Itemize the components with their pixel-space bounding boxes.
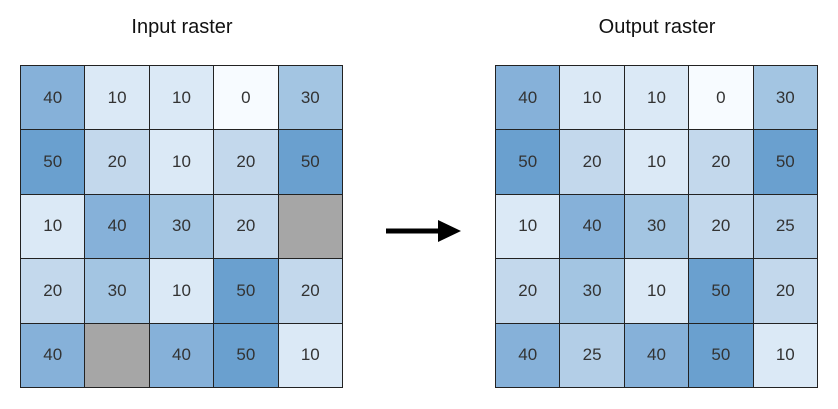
raster-cell: 30 <box>624 194 689 259</box>
raster-cell: 20 <box>560 130 624 194</box>
raster-cell: 25 <box>753 194 817 259</box>
raster-cell: 20 <box>214 130 278 194</box>
raster-cell: 0 <box>214 66 278 130</box>
raster-cell: 10 <box>149 130 214 194</box>
raster-cell: 40 <box>496 66 560 130</box>
raster-cell: 50 <box>496 130 560 194</box>
raster-cell: 40 <box>85 194 149 259</box>
nodata-cell <box>85 323 149 387</box>
raster-cell: 10 <box>149 259 214 323</box>
output-raster-title: Output raster <box>598 16 716 38</box>
input-raster-title: Input raster <box>131 16 233 38</box>
raster-cell: 50 <box>753 130 817 194</box>
raster-cell: 20 <box>85 130 149 194</box>
raster-cell: 40 <box>21 323 85 387</box>
raster-cell: 40 <box>624 323 689 387</box>
raster-cell: 50 <box>21 130 85 194</box>
raster-cell: 20 <box>689 194 753 259</box>
raster-cell: 40 <box>560 194 624 259</box>
output-raster-grid: 40 10 10 0 30 50 20 10 20 50 10 40 30 20 25 20 30 10 50 20 4… <box>495 65 818 388</box>
nodata-cell <box>278 194 342 259</box>
raster-cell: 30 <box>278 66 342 130</box>
raster-cell: 20 <box>496 259 560 323</box>
raster-cell: 20 <box>689 130 753 194</box>
raster-cell: 40 <box>496 323 560 387</box>
raster-cell: 10 <box>21 194 85 259</box>
raster-cell: 25 <box>560 323 624 387</box>
raster-cell: 20 <box>753 259 817 323</box>
raster-cell: 40 <box>21 66 85 130</box>
raster-cell: 0 <box>689 66 753 130</box>
raster-cell: 20 <box>278 259 342 323</box>
raster-cell: 40 <box>149 323 214 387</box>
raster-cell: 50 <box>214 323 278 387</box>
raster-cell: 50 <box>689 259 753 323</box>
raster-cell: 30 <box>560 259 624 323</box>
raster-cell: 10 <box>624 130 689 194</box>
raster-cell: 30 <box>85 259 149 323</box>
raster-cell: 10 <box>149 66 214 130</box>
raster-cell: 10 <box>85 66 149 130</box>
raster-cell: 30 <box>149 194 214 259</box>
raster-cell: 30 <box>753 66 817 130</box>
raster-cell: 10 <box>624 259 689 323</box>
raster-cell: 10 <box>560 66 624 130</box>
arrow-right-icon <box>386 220 461 242</box>
raster-cell: 50 <box>689 323 753 387</box>
raster-cell: 50 <box>214 259 278 323</box>
input-raster-grid: 40 10 10 0 30 50 20 10 20 50 10 40 30 20 20 30 10 50 20 40 4… <box>20 65 343 388</box>
raster-cell: 20 <box>21 259 85 323</box>
raster-cell: 10 <box>624 66 689 130</box>
raster-cell: 20 <box>214 194 278 259</box>
raster-cell: 10 <box>753 323 817 387</box>
raster-cell: 10 <box>496 194 560 259</box>
raster-cell: 50 <box>278 130 342 194</box>
raster-cell: 10 <box>278 323 342 387</box>
